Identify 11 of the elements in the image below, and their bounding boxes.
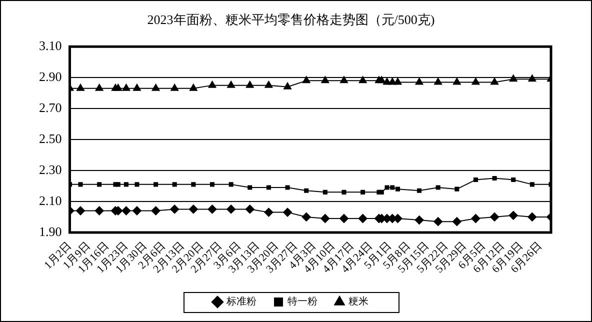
legend-label: 粳米 xyxy=(348,296,368,308)
chart-title: 2023年面粉、粳米平均零售价格走势图（元/500克) xyxy=(147,12,435,28)
y-tick-label: 2.10 xyxy=(39,192,62,208)
y-tick-label: 2.70 xyxy=(39,100,62,115)
y-tick-label: 3.10 xyxy=(39,38,62,54)
y-tick-label: 1.90 xyxy=(39,224,62,239)
legend-label: 特一粉 xyxy=(288,296,318,308)
y-tick-label: 2.30 xyxy=(39,162,62,177)
legend-label: 标准粉 xyxy=(226,296,256,308)
y-tick-label: 2.50 xyxy=(39,130,62,146)
y-tick-label: 2.90 xyxy=(39,68,62,84)
